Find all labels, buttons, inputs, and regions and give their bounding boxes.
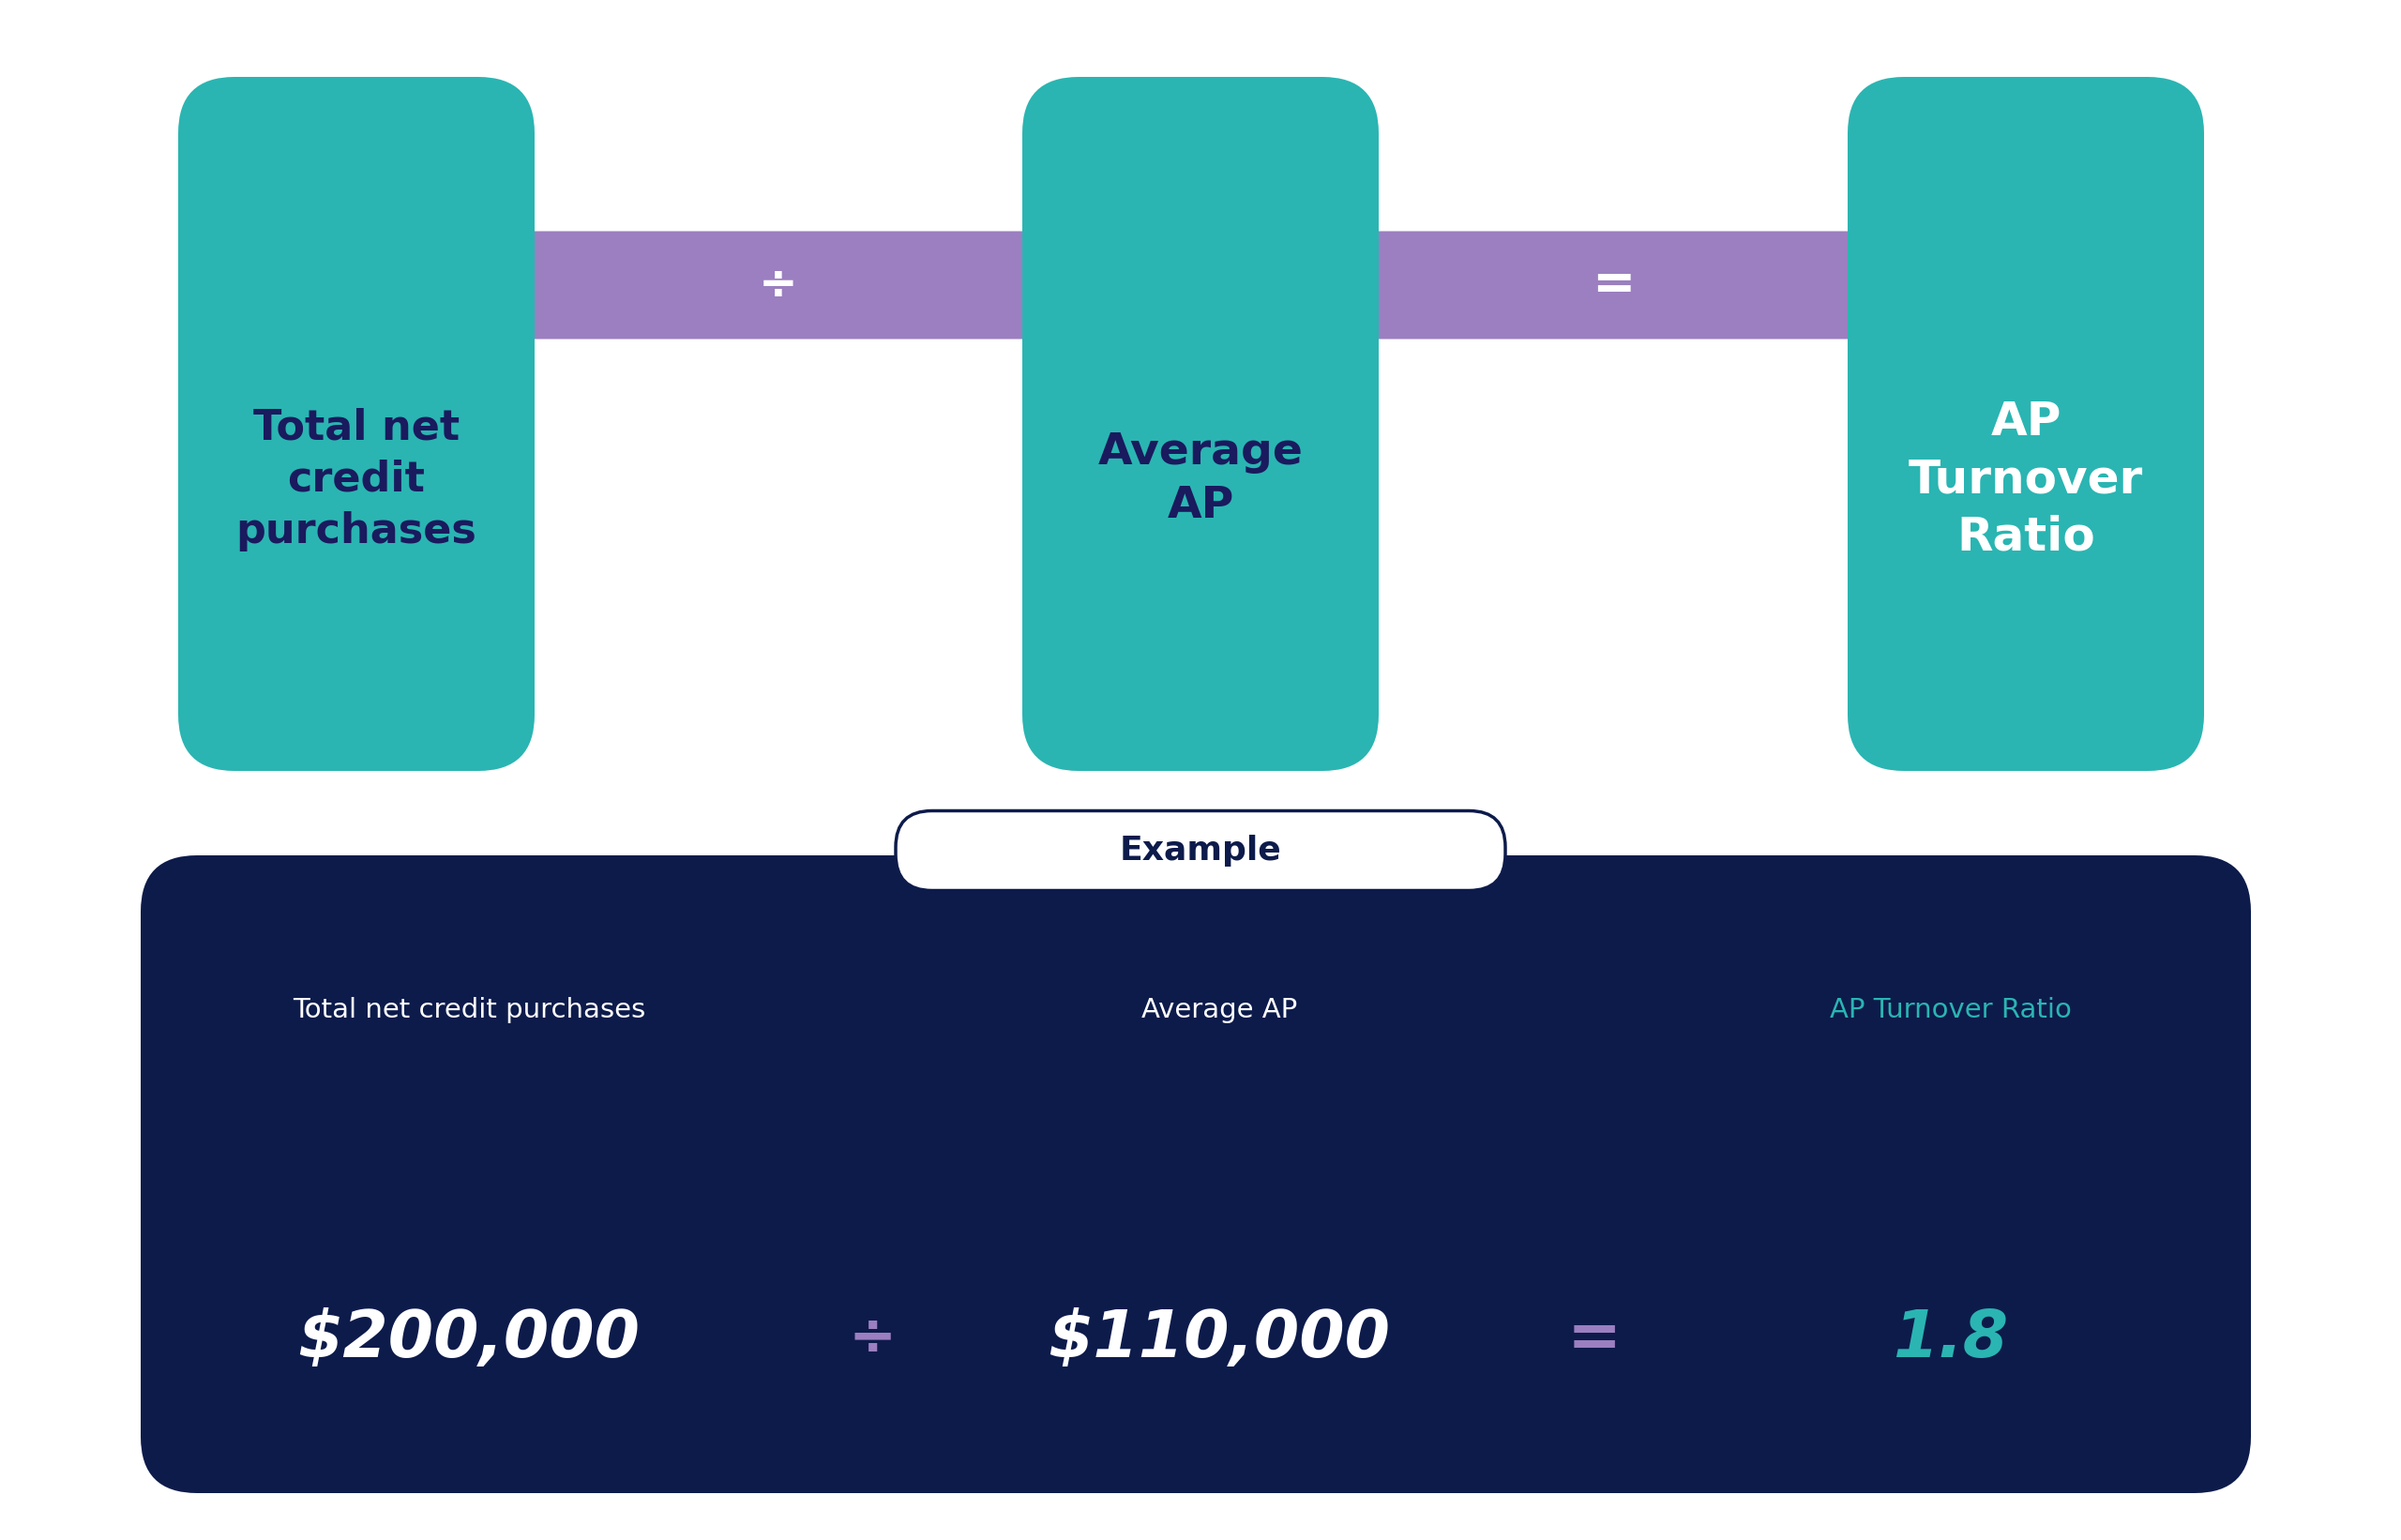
FancyBboxPatch shape [896, 810, 1505, 890]
Text: Total net credit purchases: Total net credit purchases [293, 996, 646, 1023]
FancyBboxPatch shape [1023, 77, 1378, 772]
Text: 1.8: 1.8 [1892, 1307, 2010, 1369]
Text: =: = [1592, 260, 1635, 311]
Text: Total net
credit
purchases: Total net credit purchases [235, 408, 478, 551]
Text: ÷: ÷ [759, 263, 797, 308]
FancyBboxPatch shape [142, 855, 2252, 1494]
FancyBboxPatch shape [1378, 231, 1849, 339]
Text: Average AP: Average AP [1140, 996, 1297, 1023]
FancyBboxPatch shape [178, 77, 535, 772]
Text: $200,000: $200,000 [298, 1307, 641, 1369]
Text: AP Turnover Ratio: AP Turnover Ratio [1830, 996, 2072, 1023]
Text: Example: Example [1119, 835, 1282, 867]
Text: ÷: ÷ [848, 1311, 896, 1366]
FancyBboxPatch shape [535, 231, 1023, 339]
Text: Average
AP: Average AP [1097, 431, 1304, 527]
Text: AP
Turnover
Ratio: AP Turnover Ratio [1909, 399, 2144, 559]
FancyBboxPatch shape [1849, 77, 2204, 772]
Text: =: = [1568, 1307, 1621, 1369]
Text: $110,000: $110,000 [1049, 1307, 1390, 1369]
